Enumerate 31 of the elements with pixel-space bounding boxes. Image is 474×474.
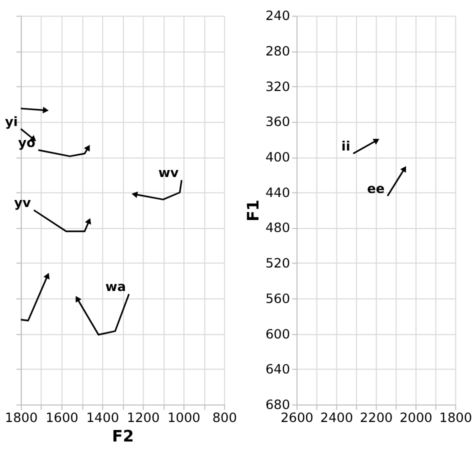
y-axis-title: F1 bbox=[244, 200, 263, 222]
series-label: ii bbox=[341, 140, 350, 155]
y-tick-label: 560 bbox=[265, 292, 290, 307]
y-tick-label: 360 bbox=[265, 115, 290, 130]
y-tick-label: 320 bbox=[265, 80, 290, 95]
x-tick-label: 2600 bbox=[280, 410, 314, 426]
series-label: yi bbox=[5, 114, 18, 130]
y-tick-label: 600 bbox=[265, 327, 290, 342]
y-tick-label: 480 bbox=[265, 221, 290, 236]
y-tick-label: 640 bbox=[265, 362, 290, 378]
series-label: yv bbox=[14, 196, 32, 212]
x-tick-label: 1800 bbox=[4, 410, 38, 426]
x-axis-title: F2 bbox=[112, 426, 134, 446]
series-label: ee bbox=[367, 182, 385, 198]
x-tick-label: 1000 bbox=[168, 410, 200, 426]
x-tick-label: 1800 bbox=[439, 410, 472, 426]
x-tick-label: 1600 bbox=[46, 410, 78, 426]
series-label: wv bbox=[158, 166, 180, 182]
y-tick-label: 440 bbox=[265, 186, 290, 201]
y-tick-label: 400 bbox=[265, 150, 290, 166]
y-tick-label: 680 bbox=[265, 398, 290, 413]
x-tick-label: 800 bbox=[212, 410, 237, 426]
x-tick-label: 2400 bbox=[320, 410, 354, 426]
y-tick-label: 240 bbox=[265, 9, 290, 24]
x-tick-label: 1400 bbox=[86, 410, 120, 426]
x-tick-label: 2000 bbox=[400, 410, 432, 426]
y-tick-label: 280 bbox=[265, 44, 290, 60]
x-tick-label: 2200 bbox=[360, 410, 393, 426]
y-tick-label: 520 bbox=[265, 256, 290, 272]
series-label: wa bbox=[105, 280, 126, 296]
x-tick-label: 1200 bbox=[126, 410, 160, 426]
